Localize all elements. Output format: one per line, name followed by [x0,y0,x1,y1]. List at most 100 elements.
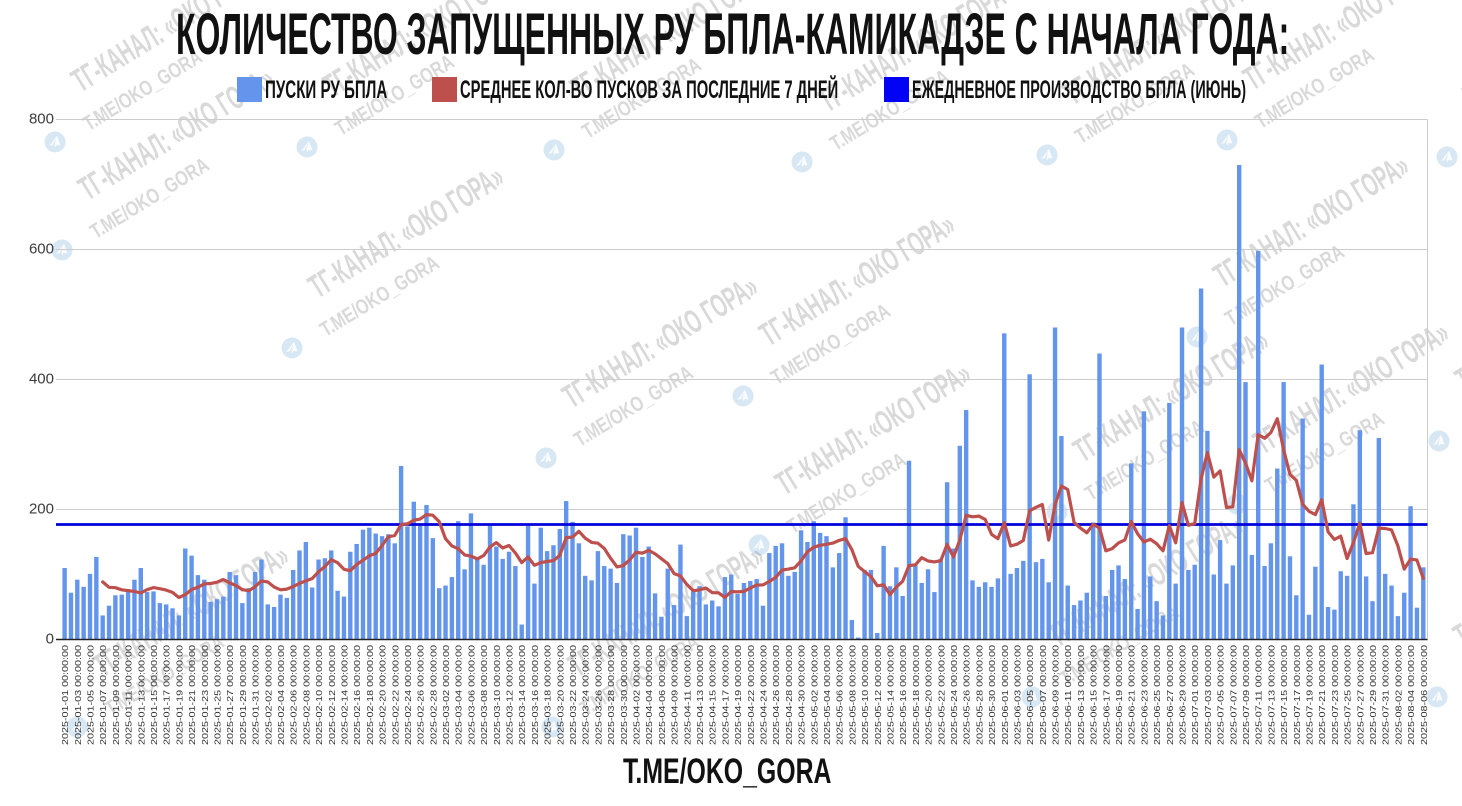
svg-text:2025-06-07 00:00:00: 2025-06-07 00:00:00 [1038,645,1048,745]
svg-text:2025-03-04 00:00:00: 2025-03-04 00:00:00 [454,645,464,745]
svg-text:2025-05-08 00:00:00: 2025-05-08 00:00:00 [847,645,857,745]
svg-text:2025-03-06 00:00:00: 2025-03-06 00:00:00 [466,645,476,745]
svg-text:600: 600 [29,241,54,258]
svg-text:2025-07-15 00:00:00: 2025-07-15 00:00:00 [1279,645,1289,745]
svg-text:2025-01-01 00:00:00: 2025-01-01 00:00:00 [60,645,70,745]
svg-text:2025-03-26 00:00:00: 2025-03-26 00:00:00 [593,645,603,745]
svg-text:2025-01-21 00:00:00: 2025-01-21 00:00:00 [187,645,197,745]
svg-text:2025-07-27 00:00:00: 2025-07-27 00:00:00 [1355,645,1365,745]
svg-text:2025-01-19 00:00:00: 2025-01-19 00:00:00 [174,645,184,745]
svg-text:2025-06-09 00:00:00: 2025-06-09 00:00:00 [1051,645,1061,745]
svg-text:2025-03-24 00:00:00: 2025-03-24 00:00:00 [581,645,591,745]
svg-text:2025-05-24 00:00:00: 2025-05-24 00:00:00 [949,645,959,745]
svg-text:2025-07-31 00:00:00: 2025-07-31 00:00:00 [1381,645,1391,745]
svg-text:2025-06-27 00:00:00: 2025-06-27 00:00:00 [1165,645,1175,745]
svg-text:2025-04-28 00:00:00: 2025-04-28 00:00:00 [784,645,794,745]
svg-text:2025-06-23 00:00:00: 2025-06-23 00:00:00 [1139,645,1149,745]
svg-text:2025-04-04 00:00:00: 2025-04-04 00:00:00 [644,645,654,745]
svg-text:2025-05-20 00:00:00: 2025-05-20 00:00:00 [924,645,934,745]
svg-text:2025-07-07 00:00:00: 2025-07-07 00:00:00 [1228,645,1238,745]
svg-text:2025-04-17 00:00:00: 2025-04-17 00:00:00 [720,645,730,745]
svg-text:2025-08-06 00:00:00: 2025-08-06 00:00:00 [1419,645,1429,745]
svg-text:2025-07-01 00:00:00: 2025-07-01 00:00:00 [1190,645,1200,745]
svg-text:2025-05-28 00:00:00: 2025-05-28 00:00:00 [974,645,984,745]
svg-text:800: 800 [29,111,54,128]
svg-text:2025-01-07 00:00:00: 2025-01-07 00:00:00 [98,645,108,745]
svg-text:2025-02-02 00:00:00: 2025-02-02 00:00:00 [263,645,273,745]
svg-text:2025-03-08 00:00:00: 2025-03-08 00:00:00 [479,645,489,745]
svg-text:2025-06-21 00:00:00: 2025-06-21 00:00:00 [1127,645,1137,745]
svg-text:2025-03-18 00:00:00: 2025-03-18 00:00:00 [543,645,553,745]
svg-text:2025-07-13 00:00:00: 2025-07-13 00:00:00 [1266,645,1276,745]
svg-text:2025-05-14 00:00:00: 2025-05-14 00:00:00 [885,645,895,745]
svg-text:2025-02-08 00:00:00: 2025-02-08 00:00:00 [301,645,311,745]
svg-text:2025-01-31 00:00:00: 2025-01-31 00:00:00 [251,645,261,745]
svg-text:2025-02-14 00:00:00: 2025-02-14 00:00:00 [339,645,349,745]
svg-text:2025-01-03 00:00:00: 2025-01-03 00:00:00 [73,645,83,745]
svg-text:2025-03-28 00:00:00: 2025-03-28 00:00:00 [606,645,616,745]
svg-text:2025-03-02 00:00:00: 2025-03-02 00:00:00 [441,645,451,745]
svg-text:2025-04-24 00:00:00: 2025-04-24 00:00:00 [758,645,768,745]
svg-text:2025-01-15 00:00:00: 2025-01-15 00:00:00 [149,645,159,745]
svg-text:2025-05-04 00:00:00: 2025-05-04 00:00:00 [822,645,832,745]
svg-text:2025-04-30 00:00:00: 2025-04-30 00:00:00 [797,645,807,745]
svg-text:2025-08-02 00:00:00: 2025-08-02 00:00:00 [1393,645,1403,745]
svg-text:2025-06-11 00:00:00: 2025-06-11 00:00:00 [1063,645,1073,745]
svg-text:2025-07-19 00:00:00: 2025-07-19 00:00:00 [1305,645,1315,745]
svg-text:2025-05-02 00:00:00: 2025-05-02 00:00:00 [809,645,819,745]
svg-text:2025-02-20 00:00:00: 2025-02-20 00:00:00 [378,645,388,745]
svg-text:2025-05-18 00:00:00: 2025-05-18 00:00:00 [911,645,921,745]
svg-text:0: 0 [46,631,54,648]
svg-text:2025-02-06 00:00:00: 2025-02-06 00:00:00 [289,645,299,745]
svg-text:2025-07-11 00:00:00: 2025-07-11 00:00:00 [1254,645,1264,745]
svg-text:2025-03-10 00:00:00: 2025-03-10 00:00:00 [492,645,502,745]
svg-text:2025-05-12 00:00:00: 2025-05-12 00:00:00 [873,645,883,745]
svg-text:2025-06-17 00:00:00: 2025-06-17 00:00:00 [1101,645,1111,745]
svg-text:2025-07-03 00:00:00: 2025-07-03 00:00:00 [1203,645,1213,745]
svg-text:2025-03-14 00:00:00: 2025-03-14 00:00:00 [517,645,527,745]
svg-text:2025-06-19 00:00:00: 2025-06-19 00:00:00 [1114,645,1124,745]
svg-text:2025-07-21 00:00:00: 2025-07-21 00:00:00 [1317,645,1327,745]
svg-text:2025-04-15 00:00:00: 2025-04-15 00:00:00 [708,645,718,745]
svg-text:2025-07-23 00:00:00: 2025-07-23 00:00:00 [1330,645,1340,745]
svg-text:2025-06-01 00:00:00: 2025-06-01 00:00:00 [1000,645,1010,745]
svg-text:2025-02-10 00:00:00: 2025-02-10 00:00:00 [314,645,324,745]
svg-text:2025-02-26 00:00:00: 2025-02-26 00:00:00 [416,645,426,745]
svg-text:2025-04-11 00:00:00: 2025-04-11 00:00:00 [682,645,692,745]
svg-text:2025-04-26 00:00:00: 2025-04-26 00:00:00 [771,645,781,745]
svg-text:2025-01-17 00:00:00: 2025-01-17 00:00:00 [162,645,172,745]
svg-text:2025-06-13 00:00:00: 2025-06-13 00:00:00 [1076,645,1086,745]
svg-text:2025-07-17 00:00:00: 2025-07-17 00:00:00 [1292,645,1302,745]
svg-text:2025-06-25 00:00:00: 2025-06-25 00:00:00 [1152,645,1162,745]
svg-text:2025-03-30 00:00:00: 2025-03-30 00:00:00 [619,645,629,745]
svg-text:2025-01-25 00:00:00: 2025-01-25 00:00:00 [212,645,222,745]
svg-text:2025-01-29 00:00:00: 2025-01-29 00:00:00 [238,645,248,745]
svg-text:2025-05-26 00:00:00: 2025-05-26 00:00:00 [962,645,972,745]
svg-text:2025-04-02 00:00:00: 2025-04-02 00:00:00 [632,645,642,745]
svg-text:2025-02-18 00:00:00: 2025-02-18 00:00:00 [365,645,375,745]
svg-text:2025-06-03 00:00:00: 2025-06-03 00:00:00 [1012,645,1022,745]
svg-text:2025-05-06 00:00:00: 2025-05-06 00:00:00 [835,645,845,745]
svg-text:2025-01-27 00:00:00: 2025-01-27 00:00:00 [225,645,235,745]
svg-text:2025-01-05 00:00:00: 2025-01-05 00:00:00 [86,645,96,745]
svg-text:2025-04-13 00:00:00: 2025-04-13 00:00:00 [695,645,705,745]
svg-text:2025-03-16 00:00:00: 2025-03-16 00:00:00 [530,645,540,745]
svg-text:2025-05-22 00:00:00: 2025-05-22 00:00:00 [936,645,946,745]
svg-text:2025-02-16 00:00:00: 2025-02-16 00:00:00 [352,645,362,745]
svg-text:2025-02-22 00:00:00: 2025-02-22 00:00:00 [390,645,400,745]
svg-text:2025-05-10 00:00:00: 2025-05-10 00:00:00 [860,645,870,745]
svg-text:2025-01-11 00:00:00: 2025-01-11 00:00:00 [124,645,134,745]
svg-text:2025-06-15 00:00:00: 2025-06-15 00:00:00 [1089,645,1099,745]
svg-text:2025-04-09 00:00:00: 2025-04-09 00:00:00 [670,645,680,745]
svg-text:2025-04-19 00:00:00: 2025-04-19 00:00:00 [733,645,743,745]
svg-text:2025-02-12 00:00:00: 2025-02-12 00:00:00 [327,645,337,745]
svg-text:2025-05-30 00:00:00: 2025-05-30 00:00:00 [987,645,997,745]
svg-text:2025-03-12 00:00:00: 2025-03-12 00:00:00 [505,645,515,745]
svg-text:2025-05-16 00:00:00: 2025-05-16 00:00:00 [898,645,908,745]
svg-text:2025-02-04 00:00:00: 2025-02-04 00:00:00 [276,645,286,745]
svg-text:200: 200 [29,501,54,518]
svg-text:2025-01-13 00:00:00: 2025-01-13 00:00:00 [136,645,146,745]
svg-text:2025-06-05 00:00:00: 2025-06-05 00:00:00 [1025,645,1035,745]
svg-text:2025-08-04 00:00:00: 2025-08-04 00:00:00 [1406,645,1416,745]
svg-text:2025-06-29 00:00:00: 2025-06-29 00:00:00 [1178,645,1188,745]
